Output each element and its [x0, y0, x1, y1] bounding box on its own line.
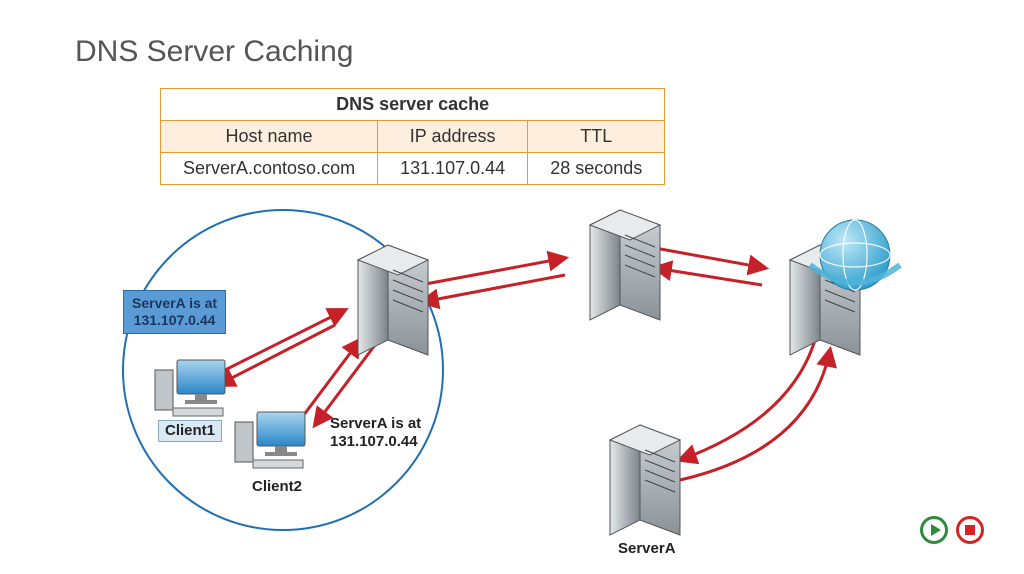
label-client2: Client2 — [252, 478, 302, 496]
globe-icon — [810, 220, 900, 290]
play-icon — [931, 524, 941, 536]
pc-client1 — [155, 360, 225, 416]
callout2-line2: 131.107.0.44 — [330, 433, 418, 450]
callout-client2: ServerA is at 131.107.0.44 — [330, 415, 421, 451]
playback-controls — [920, 516, 984, 544]
cell-ttl: 28 seconds — [528, 153, 665, 185]
callout-line2: 131.107.0.44 — [134, 312, 216, 328]
cell-hostname: ServerA.contoso.com — [161, 153, 378, 185]
pc-client2 — [235, 412, 305, 468]
col-ipaddress: IP address — [378, 121, 528, 153]
col-ttl: TTL — [528, 121, 665, 153]
col-hostname: Host name — [161, 121, 378, 153]
table-header: DNS server cache — [161, 89, 665, 121]
table-row: ServerA.contoso.com 131.107.0.44 28 seco… — [161, 153, 665, 185]
server-dns-mid — [590, 210, 660, 320]
dns-cache-table: DNS server cache Host name IP address TT… — [160, 88, 665, 185]
callout-client1: ServerA is at 131.107.0.44 — [123, 290, 226, 334]
page-title: DNS Server Caching — [75, 35, 353, 69]
server-servera — [610, 425, 680, 535]
stop-button[interactable] — [956, 516, 984, 544]
label-client1: Client1 — [158, 420, 222, 442]
cell-ip: 131.107.0.44 — [378, 153, 528, 185]
arrows — [218, 248, 830, 480]
callout2-line1: ServerA is at — [330, 415, 421, 432]
network-diagram — [0, 0, 1024, 574]
server-dns-local — [358, 245, 428, 355]
callout-line1: ServerA is at — [132, 295, 217, 311]
server-root — [790, 245, 860, 355]
label-servera: ServerA — [618, 540, 676, 558]
play-button[interactable] — [920, 516, 948, 544]
stop-icon — [965, 525, 975, 535]
